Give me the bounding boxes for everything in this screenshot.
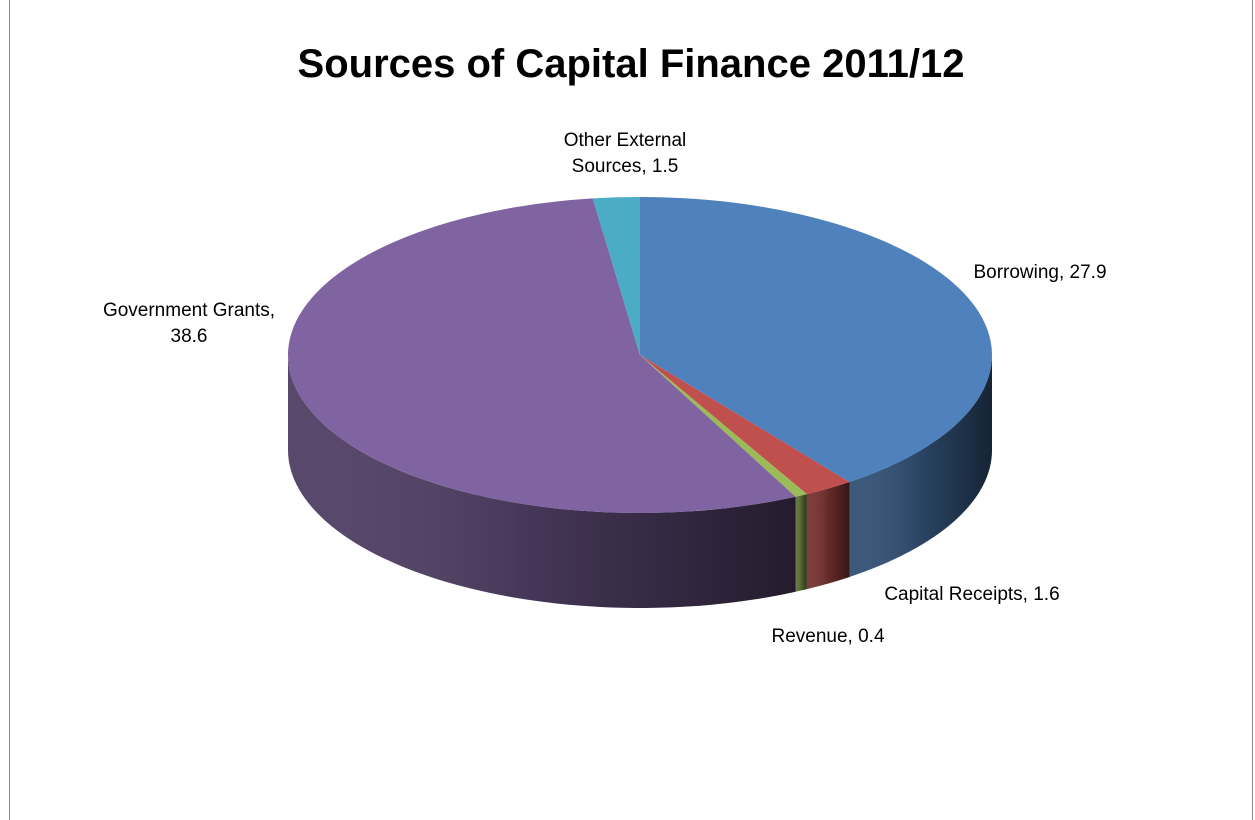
data-label-capital-receipts: Capital Receipts, 1.6: [884, 584, 1059, 605]
slice-borrowing[interactable]: [640, 197, 993, 482]
slice-government-grants[interactable]: [288, 198, 796, 513]
slice-side-shade: [795, 494, 807, 592]
slice-side-shade: [849, 355, 992, 577]
slice-other-external-sources[interactable]: [592, 197, 640, 355]
data-label-government-grants: Government Grants, 38.6: [103, 300, 275, 347]
chart-title: Sources of Capital Finance 2011/12: [297, 42, 965, 86]
data-label-revenue: Revenue, 0.4: [771, 626, 884, 647]
slice-revenue[interactable]: [640, 355, 807, 497]
chart-frame: [9, 0, 1253, 820]
data-label-other-external-sources: Other External Sources, 1.5: [564, 130, 687, 177]
slice-side-shade: [806, 481, 850, 590]
slice-capital-receipts[interactable]: [640, 355, 850, 495]
data-label-borrowing: Borrowing, 27.9: [973, 262, 1106, 283]
slice-side-shade: [288, 355, 796, 608]
